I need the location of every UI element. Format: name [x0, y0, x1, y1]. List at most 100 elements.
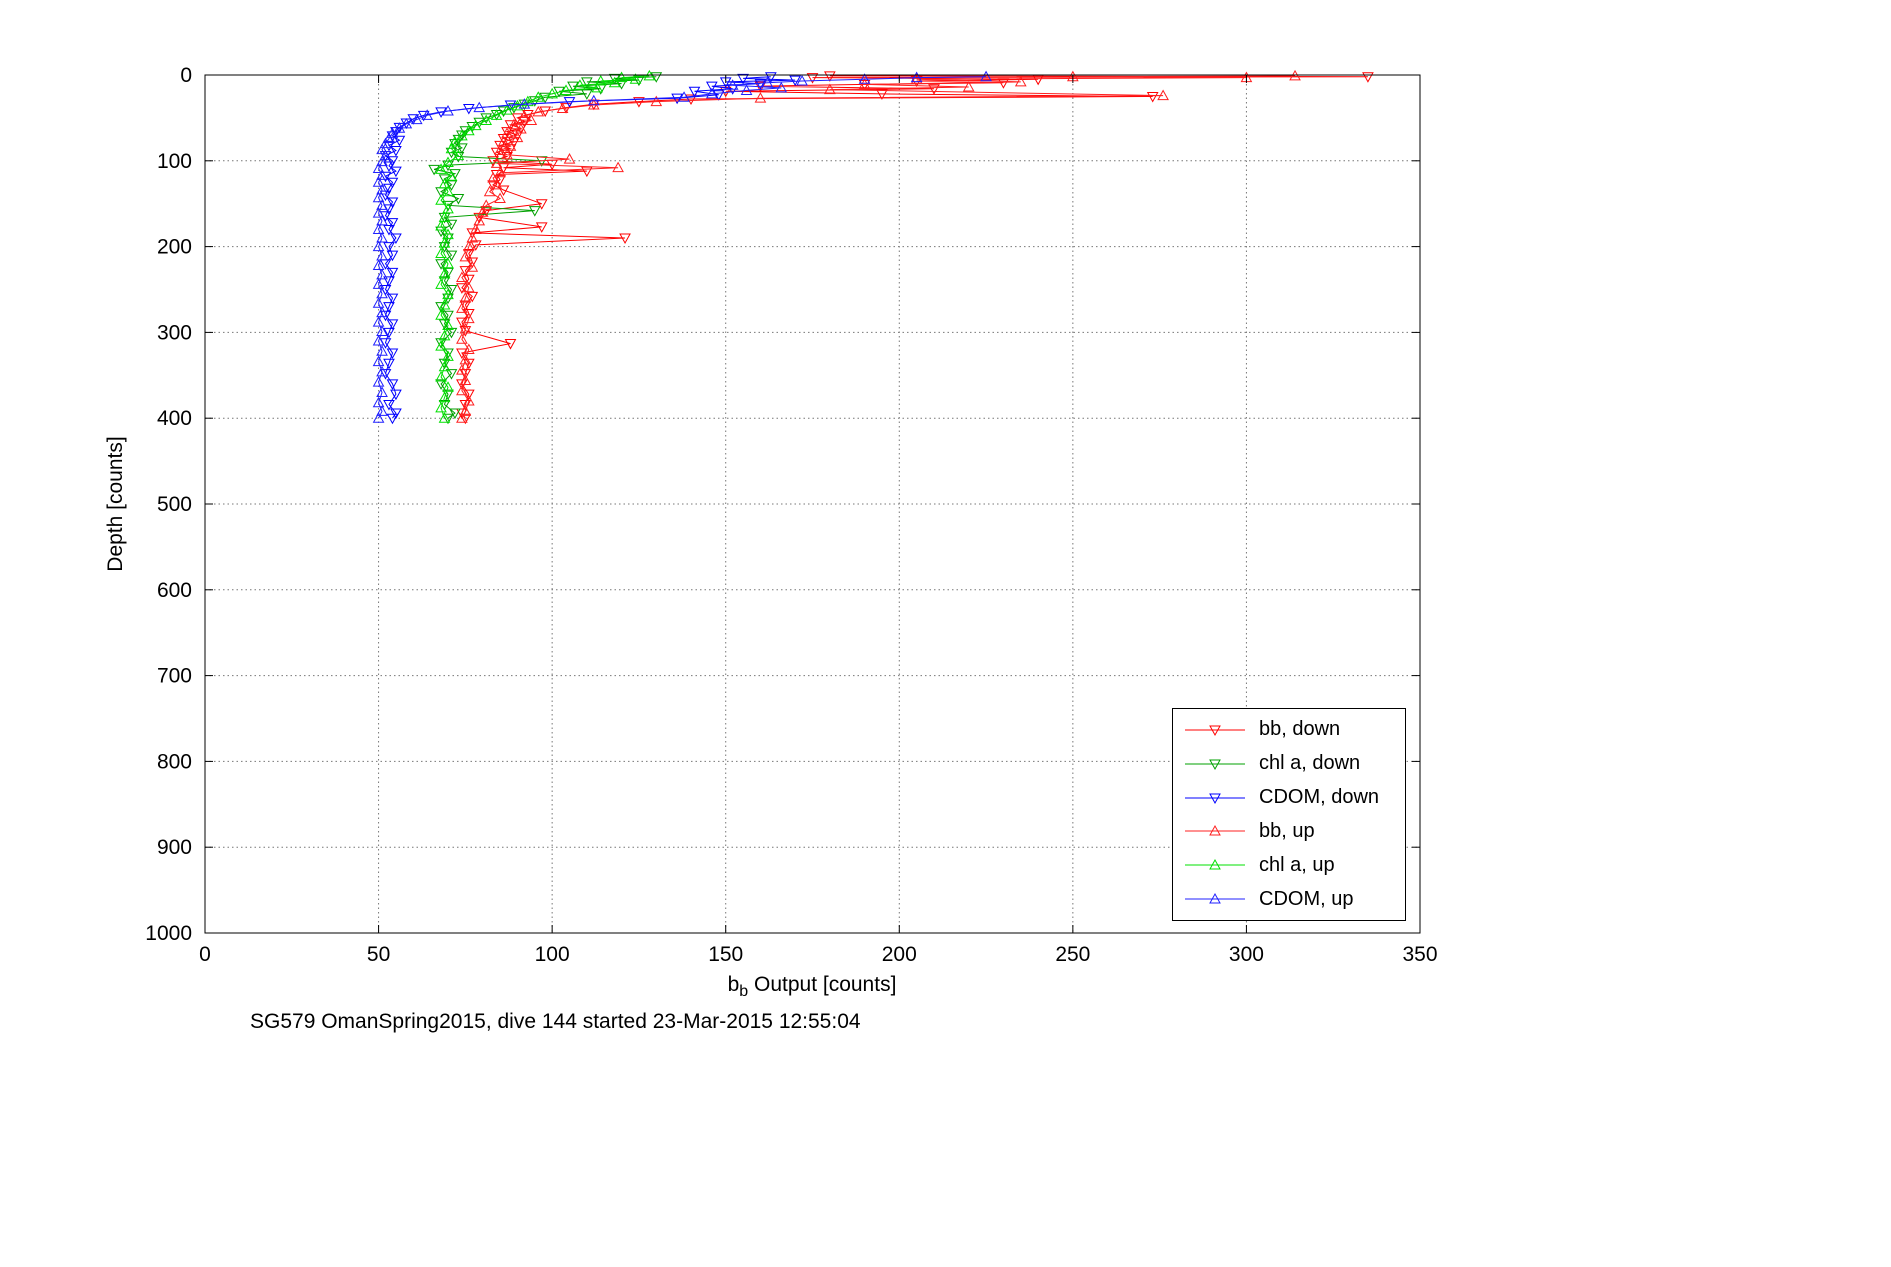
- triangle-down-marker: [449, 408, 461, 420]
- triangle-up-marker: [556, 102, 569, 113]
- x-tick-label: 300: [1229, 943, 1264, 966]
- triangle-down-marker: [386, 293, 399, 305]
- triangle-up-marker: [980, 70, 992, 82]
- triangle-up-marker: [435, 309, 447, 320]
- triangle-up-marker: [726, 79, 739, 90]
- triangle-up-marker: [376, 325, 388, 337]
- y-tick-label: 800: [157, 750, 192, 773]
- triangle-down-marker: [737, 73, 749, 85]
- x-axis-label-main: b: [728, 973, 740, 996]
- triangle-up-marker: [459, 405, 472, 416]
- triangle-up-marker: [376, 214, 388, 226]
- triangle-down-marker: [466, 291, 479, 303]
- x-tick-label: 50: [367, 943, 390, 966]
- x-axis-label-rest: Output [counts]: [748, 973, 896, 996]
- triangle-up-marker: [754, 92, 767, 103]
- triangle-down-marker: [608, 73, 621, 85]
- triangle-down-marker: [386, 156, 399, 167]
- triangle-up-marker: [400, 117, 413, 129]
- triangle-down-marker: [383, 358, 395, 370]
- triangle-down-marker: [445, 219, 458, 231]
- series-cdom-up: [372, 70, 992, 423]
- y-tick-label: 500: [157, 493, 192, 516]
- triangle-up-marker: [511, 131, 524, 143]
- triangle-down-marker: [383, 242, 395, 253]
- series-chl-a-down: [428, 72, 663, 425]
- triangle-up-marker: [508, 118, 520, 130]
- y-tick-label: 700: [157, 665, 192, 688]
- triangle-up-marker: [494, 166, 506, 178]
- y-tick-label: 400: [157, 407, 192, 430]
- triangle-down-marker: [459, 413, 472, 425]
- triangle-up-marker: [615, 71, 628, 83]
- triangle-up-marker: [910, 71, 923, 83]
- triangle-down-marker: [390, 233, 402, 245]
- triangle-up-marker: [438, 391, 451, 403]
- triangle-down-marker: [383, 140, 395, 152]
- triangle-up-marker: [376, 250, 388, 261]
- x-axis-label: bb Output [counts]: [728, 973, 897, 1000]
- triangle-down-marker: [390, 166, 402, 178]
- triangle-down-marker: [383, 161, 395, 172]
- triangle-up-marker: [497, 135, 510, 147]
- triangle-up-marker: [435, 370, 447, 382]
- triangle-up-marker: [442, 156, 454, 168]
- triangle-down-marker: [452, 194, 465, 205]
- legend-key-bb-up: [1185, 825, 1245, 836]
- legend-key-chl-a-up: [1185, 859, 1245, 870]
- triangle-up-marker: [386, 127, 399, 138]
- legend-box: bb, down chl a, down CDOM, down bb, up chl a…: [1172, 708, 1406, 921]
- triangle-up-marker: [462, 124, 475, 136]
- triangle-up-marker: [490, 109, 503, 120]
- triangle-up-marker: [563, 153, 576, 164]
- triangle-down-marker: [445, 369, 458, 380]
- triangle-up-marker: [462, 240, 475, 252]
- triangle-up-marker: [438, 211, 451, 222]
- triangle-up-marker: [574, 79, 586, 90]
- triangle-down-marker: [504, 144, 517, 155]
- triangle-down-marker: [386, 267, 399, 279]
- triangle-down-marker: [442, 267, 454, 279]
- triangle-up-marker: [383, 132, 395, 143]
- triangle-up-marker: [372, 396, 385, 408]
- triangle-down-marker: [824, 71, 836, 82]
- triangle-down-marker: [445, 327, 458, 339]
- triangle-up-marker: [1014, 75, 1027, 87]
- triangle-up-marker: [494, 192, 506, 204]
- triangle-down-marker: [435, 226, 447, 238]
- triangle-up-marker: [376, 386, 388, 397]
- y-tick-label: 0: [180, 64, 192, 87]
- data-series: [372, 69, 1374, 425]
- triangle-up-marker: [372, 240, 385, 252]
- triangle-down-marker: [928, 84, 940, 95]
- legend-label-bb-down: bb, down: [1259, 718, 1341, 741]
- triangle-up-marker: [459, 292, 472, 303]
- triangle-down-marker: [459, 326, 472, 337]
- triangle-down-marker: [449, 169, 461, 180]
- triangle-up-marker: [518, 98, 531, 109]
- y-tick-label: 200: [157, 236, 192, 259]
- triangle-up-marker: [379, 137, 392, 149]
- y-tick-label: 1000: [145, 922, 192, 945]
- triangle-up-marker: [376, 183, 388, 195]
- triangle-down-marker: [386, 250, 399, 262]
- triangle-down-marker: [1146, 91, 1159, 103]
- series-bb-down: [456, 71, 1374, 425]
- triangle-up-marker: [376, 155, 388, 167]
- triangle-down-marker: [1362, 72, 1374, 83]
- triangle-up-marker: [518, 110, 531, 121]
- triangle-down-marker: [383, 327, 395, 339]
- triangle-down-marker: [445, 285, 458, 296]
- triangle-down-marker: [428, 164, 440, 176]
- triangle-up-marker: [438, 360, 451, 372]
- triangle-up-marker: [490, 178, 503, 190]
- triangle-down-marker: [386, 177, 399, 189]
- triangle-down-marker: [386, 197, 399, 209]
- x-tick-label: 200: [882, 943, 917, 966]
- x-tick-label: 100: [535, 943, 570, 966]
- triangle-down-marker: [442, 310, 454, 322]
- triangle-up-marker: [372, 316, 385, 327]
- triangle-up-marker: [442, 288, 454, 300]
- triangle-down-marker: [379, 310, 392, 322]
- triangle-down-marker: [435, 338, 447, 349]
